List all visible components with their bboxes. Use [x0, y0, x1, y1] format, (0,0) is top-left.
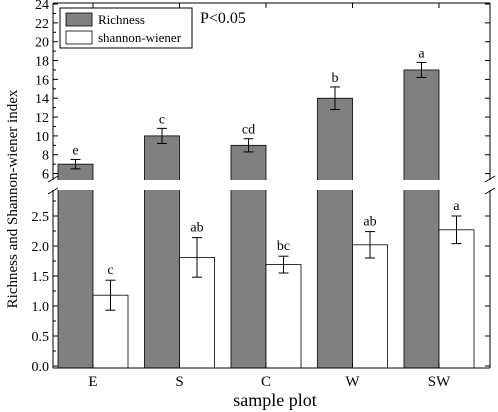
y-tick-label-lower: 1.0: [32, 300, 50, 315]
axis-break-gap: [51, 180, 492, 190]
shannon-significance-letter: bc: [277, 239, 290, 254]
p-value-annotation: P<0.05: [200, 10, 246, 27]
axis-break-mark-right: [484, 187, 496, 195]
x-axis-title: sample plot: [233, 390, 317, 410]
y-tick-label-upper: 16: [35, 73, 49, 88]
y-tick-label-lower: 0.0: [32, 360, 50, 375]
axis-break-mark-right: [484, 175, 496, 183]
richness-bar: [144, 135, 180, 369]
shannon-significance-letter: a: [453, 199, 460, 214]
shannon-significance-letter: ab: [190, 221, 203, 236]
richness-significance-letter: cd: [242, 123, 255, 138]
y-tick-label-upper: 8: [42, 149, 49, 164]
lower-bars-group: [92, 215, 475, 369]
richness-significance-letter: a: [418, 46, 425, 61]
y-tick-label-upper: 22: [35, 17, 49, 32]
axis-break-band: [51, 180, 492, 190]
plot-frame: [47, 2, 496, 369]
x-tick-label: W: [345, 374, 360, 390]
axis-break-mark-left: [47, 187, 59, 195]
y-tick-label-upper: 20: [35, 36, 49, 51]
legend-label-richness: Richness: [98, 12, 145, 27]
shannon-significance-letter: c: [107, 263, 113, 278]
shannon-bar: [265, 264, 302, 369]
y-tick-label-upper: 14: [35, 92, 49, 107]
y-tick-label-upper: 6: [42, 168, 49, 183]
richness-bar: [57, 163, 94, 369]
legend-label-shannon: shannon-wiener: [98, 30, 182, 45]
y-tick-label-lower: 2.5: [32, 210, 50, 225]
richness-significance-letter: c: [159, 112, 165, 127]
x-tick-label: S: [175, 374, 183, 390]
y-tick-label-lower: 2.0: [32, 240, 50, 255]
richness-bar: [230, 144, 267, 369]
richness-significance-letter: b: [332, 71, 339, 86]
richness-bar: [317, 97, 353, 369]
richness-bar: [403, 69, 440, 369]
y-tick-label-upper: 24: [35, 0, 49, 13]
y-axis-title: Richness and Shannon-wiener index: [5, 89, 21, 308]
legend: Richness shannon-wiener: [59, 7, 193, 49]
y-tick-label-lower: 0.5: [32, 330, 50, 345]
y-tick-label-lower: 1.5: [32, 270, 50, 285]
axes-group: 6 8 10 12 14 16 18 20 22 24 0.0 0.5 1.0 1.5 2.0 2.5 E S C W…: [32, 0, 490, 390]
shannon-bar: [438, 229, 475, 369]
x-tick-label: C: [261, 374, 271, 390]
x-tick-label: E: [88, 374, 97, 390]
shannon-bar: [352, 244, 388, 369]
legend-swatch-shannon: [65, 30, 93, 45]
shannon-significance-letter: ab: [363, 215, 376, 230]
y-tick-label-upper: 18: [35, 55, 49, 70]
legend-swatch-richness: [65, 12, 93, 27]
significance-letters-group: e c cd b a c ab bc ab a: [72, 46, 460, 278]
axis-break-mark-left: [47, 175, 59, 183]
upper-bars-group: [57, 61, 440, 369]
y-tick-label-upper: 10: [35, 130, 49, 145]
y-tick-label-upper: 12: [35, 111, 49, 126]
x-tick-label: SW: [428, 374, 451, 390]
richness-significance-letter: e: [72, 143, 78, 158]
